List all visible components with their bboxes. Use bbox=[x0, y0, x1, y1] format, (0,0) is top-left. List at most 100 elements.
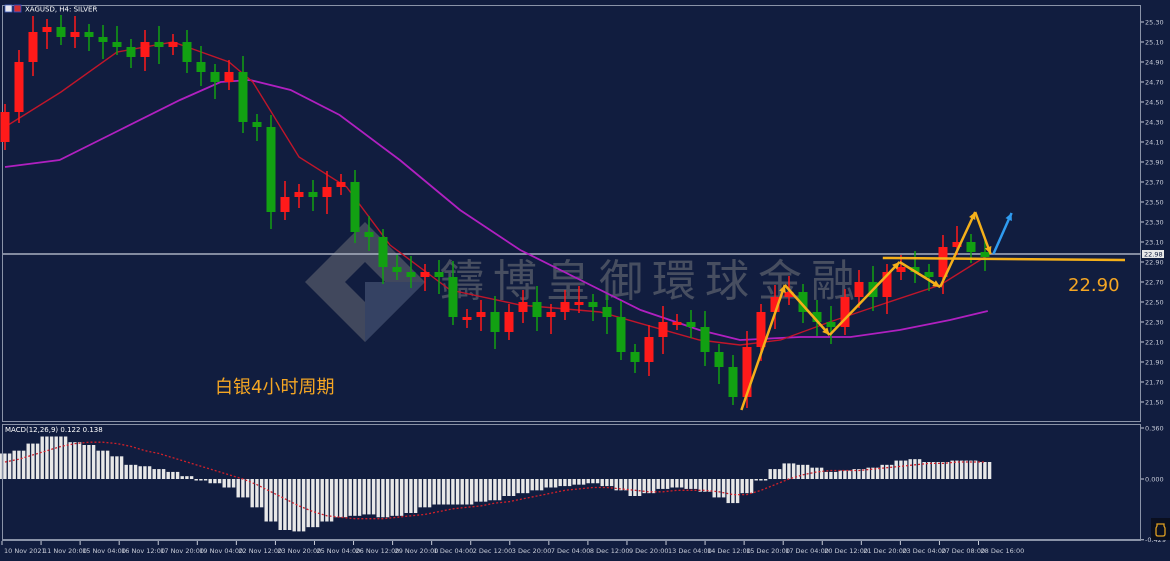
candle-up bbox=[672, 322, 682, 325]
annotations[interactable] bbox=[740, 211, 1126, 411]
candle-up bbox=[644, 337, 654, 362]
macd-bar bbox=[903, 460, 908, 479]
macd-bar bbox=[133, 464, 138, 479]
candles bbox=[0, 15, 990, 408]
macd-bar bbox=[959, 460, 964, 479]
macd-bar bbox=[474, 479, 478, 502]
macd-bar bbox=[628, 479, 632, 496]
macd-bar bbox=[54, 436, 58, 479]
projection-arrow[interactable] bbox=[992, 212, 1013, 255]
candle-up bbox=[28, 32, 38, 62]
macd-bar bbox=[861, 469, 866, 479]
candle-down bbox=[126, 47, 136, 57]
candle-down bbox=[588, 302, 598, 307]
candle-down bbox=[182, 42, 192, 62]
macd-bar bbox=[763, 479, 768, 481]
tool-panel bbox=[1151, 518, 1170, 540]
candle-up bbox=[882, 272, 892, 297]
zigzag-arrow[interactable] bbox=[783, 284, 831, 336]
macd-bar bbox=[875, 467, 880, 479]
macd-bar bbox=[236, 479, 240, 498]
macd-bar bbox=[978, 462, 982, 479]
macd-bar bbox=[549, 479, 553, 488]
price-tick-label: 24.70 bbox=[1145, 78, 1164, 86]
macd-bar bbox=[483, 479, 488, 502]
time-tick-label: 9 Dec 20:00 bbox=[629, 547, 669, 555]
candle-down bbox=[700, 327, 710, 352]
macd-bar bbox=[231, 479, 236, 488]
current-price-tag bbox=[1142, 250, 1164, 258]
macd-bar bbox=[782, 463, 786, 479]
macd-bar bbox=[77, 442, 82, 479]
macd-bar bbox=[101, 450, 105, 479]
candle-up bbox=[42, 27, 52, 32]
macd-bar bbox=[656, 479, 660, 489]
macd-bar bbox=[642, 479, 646, 494]
macd-bar bbox=[871, 467, 875, 479]
candle-down bbox=[154, 42, 164, 47]
zigzag-arrow[interactable] bbox=[898, 260, 941, 289]
macd-bar bbox=[129, 464, 133, 479]
macd-bar bbox=[147, 466, 152, 479]
candle-up bbox=[756, 312, 766, 347]
macd-bar bbox=[740, 479, 744, 494]
time-tick-label: 3 Dec 20:00 bbox=[512, 547, 552, 555]
lock-icon[interactable] bbox=[1155, 523, 1166, 537]
candle-up bbox=[770, 297, 780, 312]
zigzag-arrow[interactable] bbox=[740, 284, 786, 411]
macd-bar bbox=[385, 479, 390, 518]
macd-bar bbox=[297, 479, 301, 532]
macd-pane-frame bbox=[2, 424, 1141, 540]
macd-bar bbox=[292, 479, 296, 532]
candle-down bbox=[392, 267, 402, 272]
macd-bar bbox=[68, 442, 72, 479]
macd-bar bbox=[329, 479, 334, 522]
chart-type-icon[interactable] bbox=[13, 4, 22, 13]
zigzag-arrow[interactable] bbox=[939, 211, 977, 288]
macd-bar bbox=[91, 445, 96, 479]
candle-down bbox=[252, 122, 262, 127]
macd-bar bbox=[609, 479, 614, 487]
macd-bar bbox=[105, 450, 110, 479]
zigzag-arrow[interactable] bbox=[974, 211, 992, 255]
macd-bar bbox=[731, 479, 735, 504]
macd-bar bbox=[525, 479, 530, 494]
macd-bar bbox=[689, 479, 693, 489]
macd-bar bbox=[40, 436, 44, 479]
macd-bar bbox=[535, 479, 539, 491]
macd-bar bbox=[367, 479, 371, 515]
macd-bar bbox=[45, 436, 49, 479]
candle-up bbox=[854, 282, 864, 297]
support-line[interactable] bbox=[882, 256, 1126, 262]
macd-bar bbox=[507, 479, 511, 496]
macd-bar bbox=[287, 479, 292, 530]
macd-bar bbox=[661, 479, 665, 489]
macd-bar bbox=[987, 462, 992, 479]
price-axis[interactable]: 25.30 25.10 24.90 24.70 24.50 24.30 24.10 23.90… bbox=[1141, 18, 1164, 406]
candle-down bbox=[364, 232, 374, 237]
chart-window-icon[interactable] bbox=[4, 4, 13, 13]
macd-bar bbox=[941, 462, 945, 479]
macd-bar bbox=[838, 470, 842, 479]
macd-bar bbox=[927, 462, 931, 479]
macd-bar bbox=[357, 479, 362, 516]
macd-bar bbox=[264, 479, 268, 522]
zigzag-arrow[interactable] bbox=[828, 261, 901, 336]
macd-bar bbox=[847, 470, 852, 479]
time-tick-label: 1 Dec 04:00 bbox=[434, 547, 474, 555]
time-tick-label: 20 Dec 12:00 bbox=[824, 547, 868, 555]
arrow-head-icon bbox=[984, 246, 992, 254]
macd-bar bbox=[539, 479, 544, 491]
macd-histogram bbox=[0, 436, 992, 532]
macd-bar bbox=[707, 479, 712, 492]
candle-down bbox=[798, 292, 808, 312]
price-tick-label: 24.50 bbox=[1145, 98, 1164, 106]
macd-bar bbox=[516, 479, 520, 494]
macd-bar bbox=[399, 479, 404, 516]
macd-bar bbox=[427, 479, 432, 508]
macd-bar bbox=[213, 479, 217, 484]
macd-bar bbox=[502, 479, 506, 496]
macd-bar bbox=[647, 479, 651, 494]
